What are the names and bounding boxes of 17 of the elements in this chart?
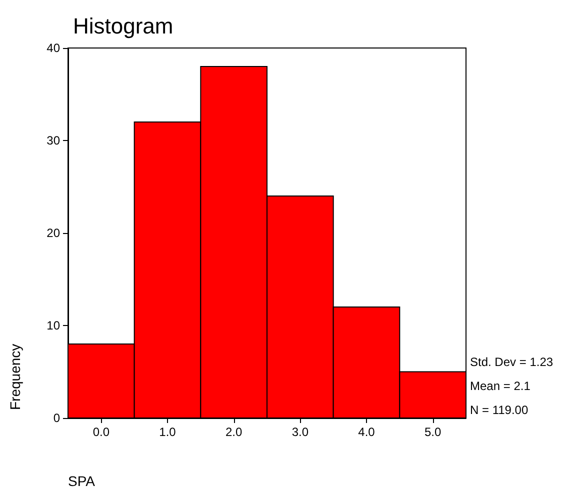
x-tick-label: 1.0 (159, 425, 176, 439)
y-tick-label: 20 (46, 226, 60, 240)
text: Std. Dev = 1.23 (470, 355, 554, 369)
x-axis-title: SPA (68, 473, 96, 489)
x-tick-label: 5.0 (424, 425, 442, 439)
y-axis-title: Frequency (7, 344, 23, 410)
x-tick-label: 0.0 (92, 425, 110, 439)
y-tick-label: 30 (46, 134, 60, 148)
x-tick-label: 4.0 (358, 425, 376, 439)
y-tick-label: 0 (53, 411, 60, 425)
text: Mean = 2.1 (470, 379, 531, 393)
text: N = 119.00 (470, 403, 528, 417)
x-tick-label: 2.0 (225, 425, 242, 439)
y-tick-label: 10 (46, 318, 60, 332)
y-tick-label: 40 (46, 41, 60, 55)
x-tick-label: 3.0 (292, 425, 309, 439)
chart-title: Histogram (73, 14, 174, 38)
